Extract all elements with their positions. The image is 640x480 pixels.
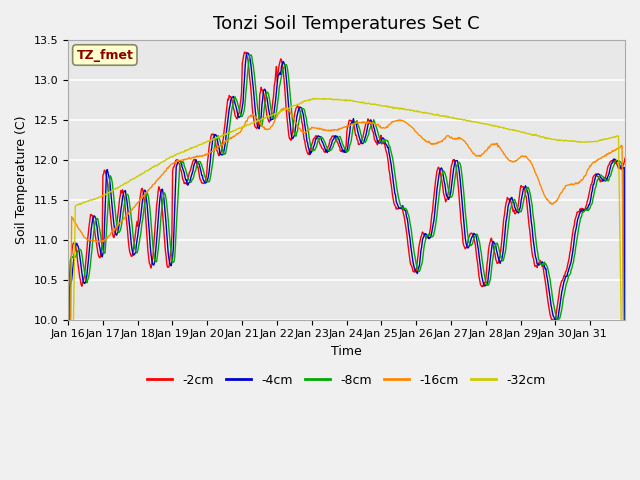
-8cm (282, 61, 289, 67)
Legend: -2cm, -4cm, -8cm, -16cm, -32cm: -2cm, -4cm, -8cm, -16cm, -32cm (142, 369, 550, 392)
Y-axis label: Soil Temperature (C): Soil Temperature (C) (15, 116, 28, 244)
-2cm (232, 114, 239, 120)
-32cm (129, 176, 137, 181)
Text: TZ_fmet: TZ_fmet (76, 48, 133, 61)
-8cm (232, 96, 239, 102)
Line: -16cm: -16cm (68, 108, 625, 480)
Title: Tonzi Soil Temperatures Set C: Tonzi Soil Temperatures Set C (213, 15, 480, 33)
Line: -2cm: -2cm (68, 52, 625, 324)
-2cm (549, 321, 557, 327)
-16cm (282, 106, 289, 112)
-8cm (404, 212, 412, 218)
-16cm (260, 124, 268, 130)
-8cm (436, 186, 444, 192)
-16cm (404, 122, 412, 128)
-4cm (232, 103, 239, 109)
-2cm (129, 247, 137, 252)
-16cm (436, 139, 444, 145)
-4cm (404, 227, 412, 233)
-2cm (241, 49, 248, 55)
-2cm (436, 168, 444, 173)
-16cm (129, 205, 137, 211)
-4cm (436, 168, 444, 173)
-8cm (129, 236, 137, 241)
-2cm (282, 91, 289, 96)
-4cm (129, 252, 137, 258)
-32cm (436, 113, 444, 119)
-4cm (260, 86, 268, 92)
-32cm (260, 116, 268, 121)
-2cm (64, 290, 72, 296)
-2cm (621, 156, 629, 161)
Line: -8cm: -8cm (68, 55, 625, 480)
Line: -32cm: -32cm (68, 98, 625, 480)
-16cm (232, 132, 239, 138)
-8cm (260, 107, 268, 112)
-16cm (280, 105, 287, 111)
-4cm (244, 50, 252, 56)
-32cm (404, 107, 412, 112)
-2cm (404, 247, 412, 252)
-32cm (280, 107, 288, 113)
-32cm (232, 127, 239, 133)
-4cm (621, 403, 629, 409)
-4cm (282, 64, 289, 70)
-2cm (260, 92, 268, 98)
X-axis label: Time: Time (331, 345, 362, 358)
-32cm (311, 96, 319, 101)
-8cm (247, 52, 255, 58)
Line: -4cm: -4cm (68, 53, 625, 480)
